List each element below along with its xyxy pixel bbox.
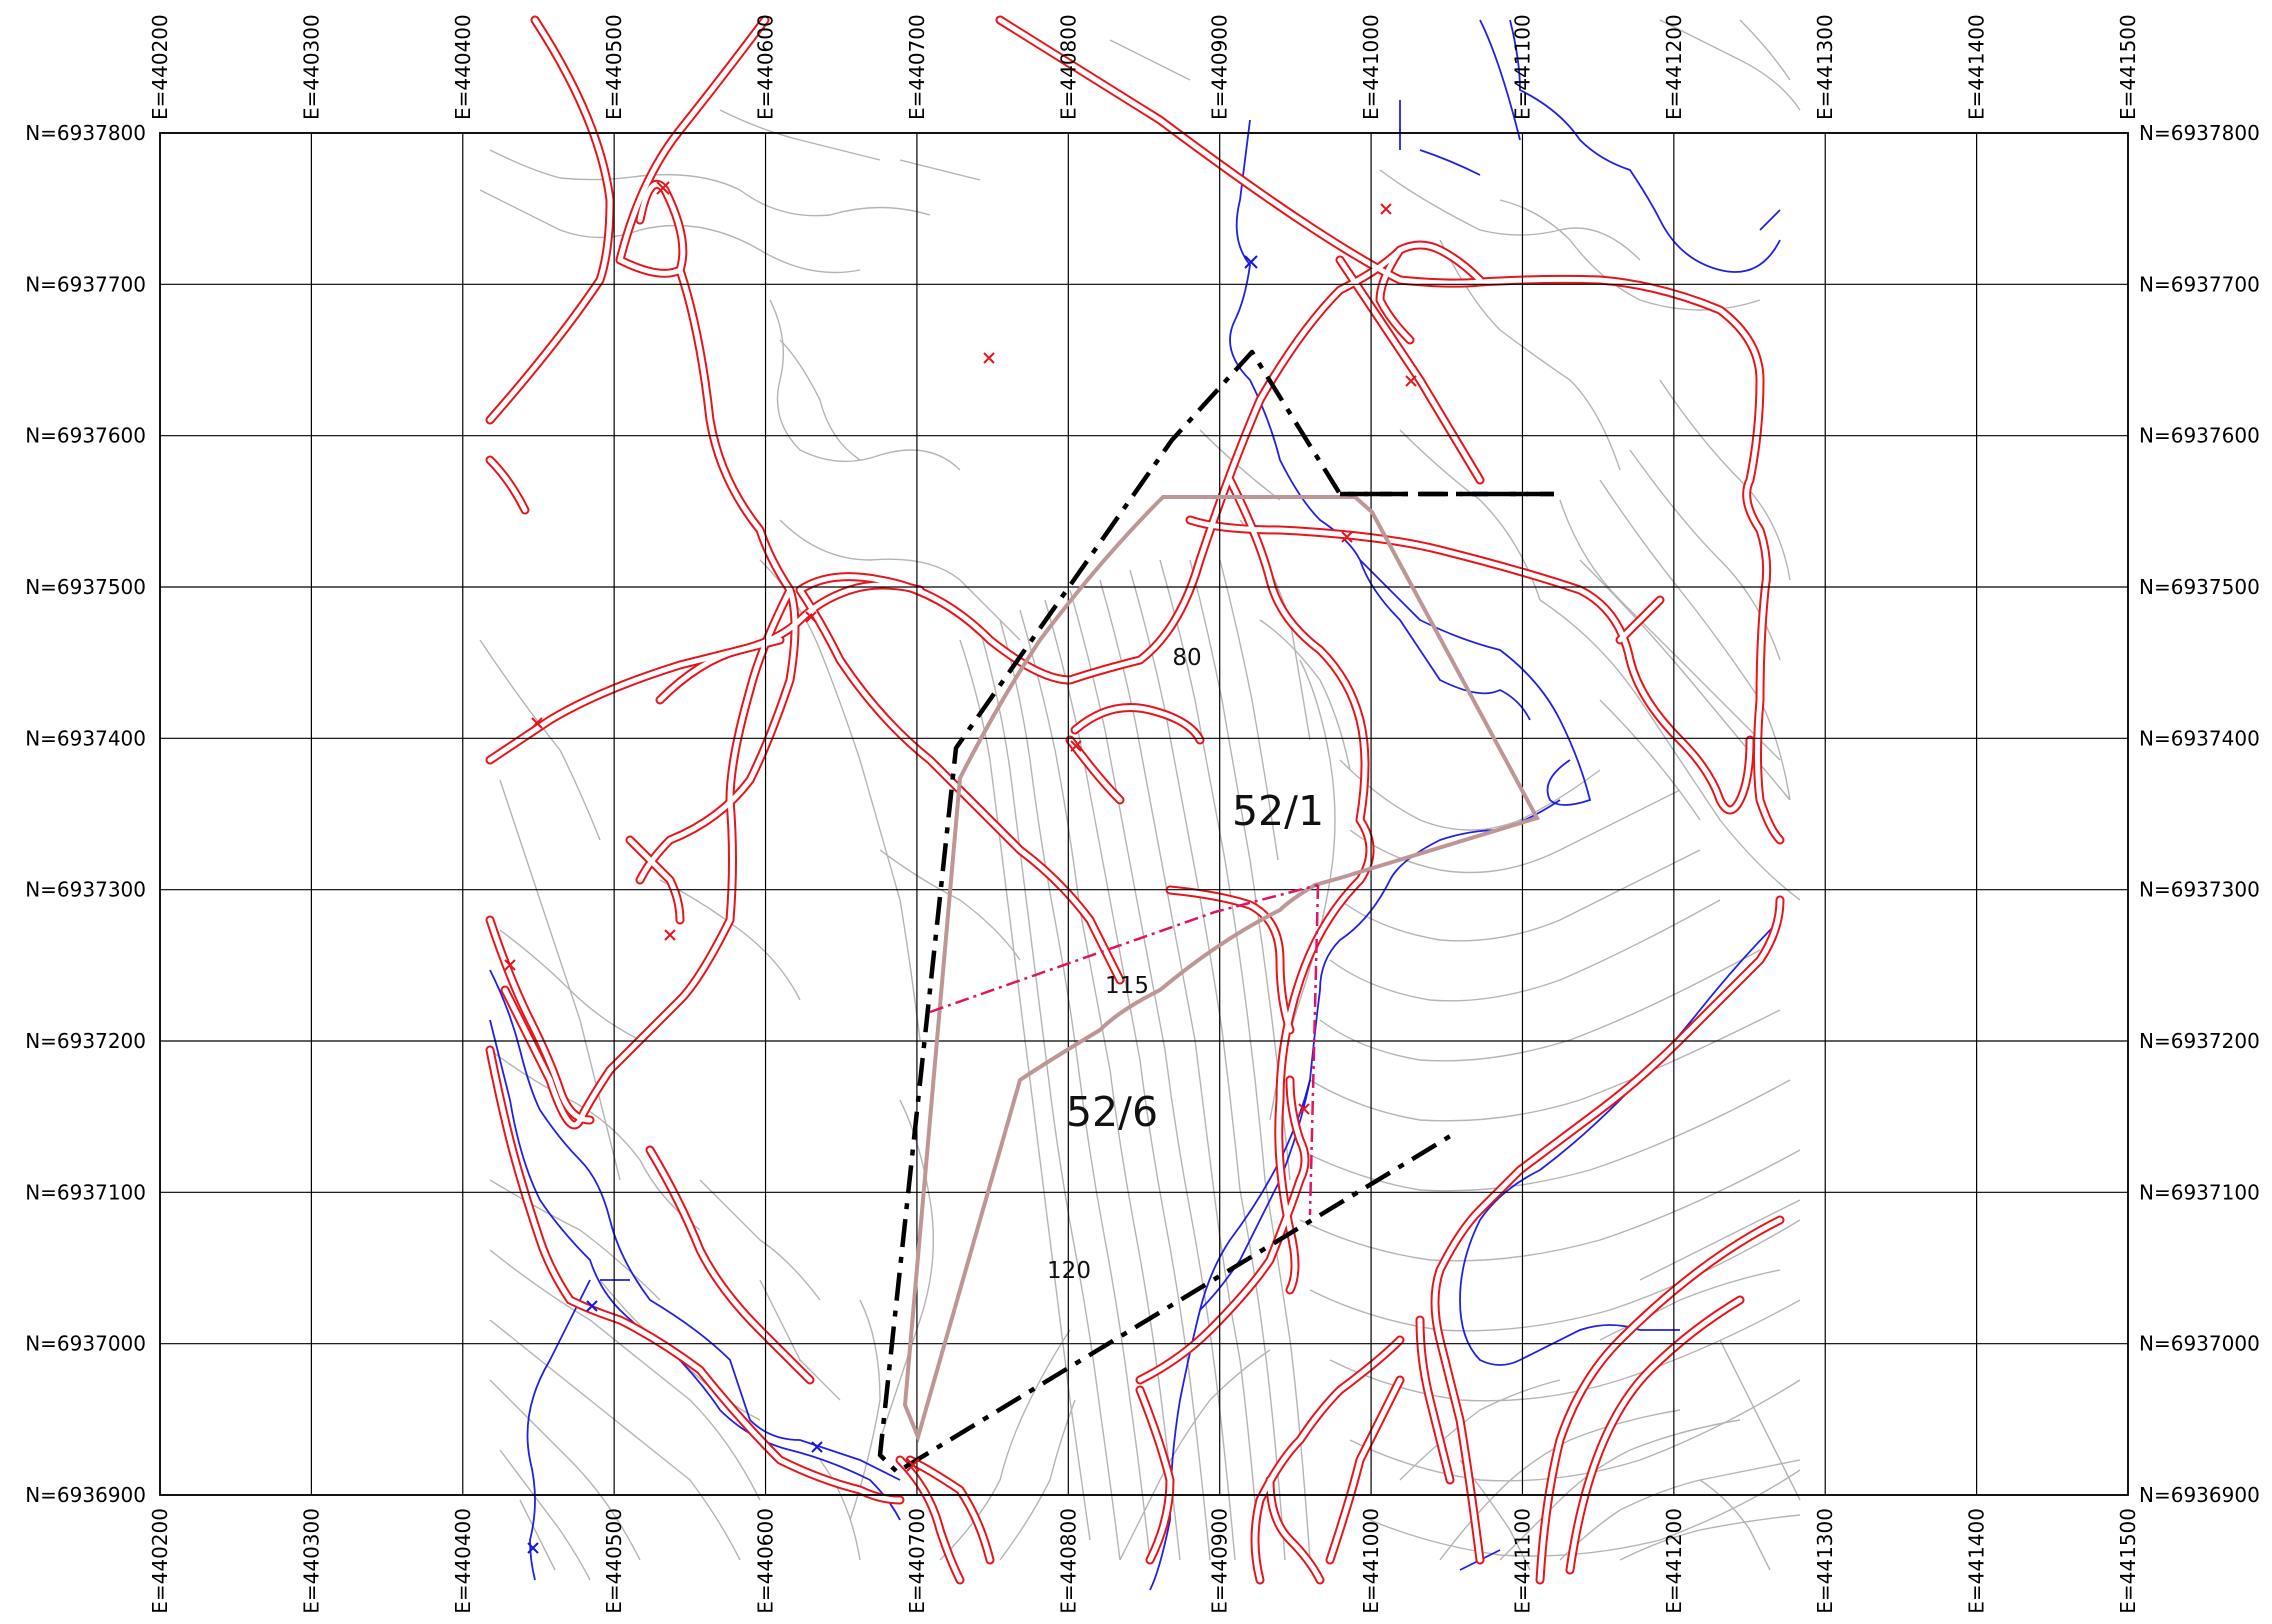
road-marker [1070, 740, 1082, 752]
easting-label-bottom: E=441500 [2116, 1508, 2140, 1614]
easting-label-top: E=441400 [1965, 14, 1989, 120]
road-marker [805, 611, 817, 623]
road-marker [1380, 203, 1392, 215]
parcel-subdivision-lines [929, 883, 1320, 1216]
easting-label-bottom: E=441100 [1510, 1508, 1534, 1614]
parcel-area-120: 120 [1047, 1258, 1091, 1284]
parcel-52-6-outline [902, 495, 1540, 1444]
road [1135, 1385, 1175, 1565]
easting-label-top: E=440200 [148, 14, 172, 120]
northing-label-right: N=6937600 [2139, 424, 2260, 448]
northing-label-left: N=6937500 [25, 575, 146, 599]
easting-label-bottom: E=441000 [1359, 1508, 1383, 1614]
road [645, 1145, 815, 1385]
northing-label-left: N=6937700 [25, 272, 146, 296]
northing-label-right: N=6937000 [2139, 1332, 2260, 1356]
road-inner [487, 17, 1783, 1583]
water-marker [586, 1300, 598, 1312]
northing-label-left: N=6937100 [25, 1180, 146, 1204]
easting-label-top: E=441000 [1359, 14, 1383, 120]
northing-label-right: N=6937800 [2139, 121, 2260, 145]
northing-label-left: N=6937300 [25, 878, 146, 902]
road-marker [983, 352, 995, 364]
road-marker [531, 717, 543, 729]
road-marker [1341, 531, 1353, 543]
easting-label-bottom: E=440400 [451, 1508, 475, 1614]
northing-label-right: N=6937500 [2139, 575, 2260, 599]
water-marker [811, 1441, 823, 1453]
easting-label-bottom: E=440700 [905, 1508, 929, 1614]
road-marker [1298, 1103, 1310, 1115]
easting-label-top: E=440800 [1056, 14, 1080, 120]
northing-label-left: N=6937000 [25, 1332, 146, 1356]
roads [485, 15, 1785, 1585]
road [485, 1045, 905, 1505]
easting-label-top: E=440300 [299, 14, 323, 120]
easting-label-top: E=441200 [1662, 14, 1686, 120]
easting-label-bottom: E=441200 [1662, 1508, 1686, 1614]
easting-label-bottom: E=440300 [299, 1508, 323, 1614]
northing-label-right: N=6937400 [2139, 726, 2260, 750]
coordinate-grid [159, 132, 2129, 1496]
parcel-number-52-1: 52/1 [1232, 787, 1324, 835]
parcel-area-80: 80 [1172, 645, 1201, 671]
northing-label-left: N=6937200 [25, 1029, 146, 1053]
parcel-labels: 80 52/1 115 52/6 120 [1047, 645, 1324, 1284]
road [485, 15, 615, 425]
easting-label-top: E=441300 [1813, 14, 1837, 120]
road [1165, 885, 1295, 1035]
northing-label-left: N=6937600 [25, 424, 146, 448]
road-marker [656, 181, 670, 195]
easting-label-top: E=441100 [1510, 14, 1534, 120]
northing-label-right: N=6937100 [2139, 1180, 2260, 1204]
easting-label-bottom: E=440600 [754, 1508, 778, 1614]
water-marker [1244, 255, 1258, 269]
easting-label-bottom: E=440900 [1208, 1508, 1232, 1614]
road [1565, 1295, 1745, 1575]
northing-label-right: N=6936900 [2139, 1483, 2260, 1507]
northing-label-left: N=6936900 [25, 1483, 146, 1507]
northing-label-left: N=6937400 [25, 726, 146, 750]
road-marker [906, 1458, 920, 1472]
northing-label-right: N=6937300 [2139, 878, 2260, 902]
road [1185, 515, 1755, 815]
easting-label-bottom: E=440200 [148, 1508, 172, 1614]
easting-label-top: E=440500 [602, 14, 626, 120]
easting-label-bottom: E=441300 [1813, 1508, 1837, 1614]
easting-label-top: E=441500 [2116, 14, 2140, 120]
road-marker [664, 929, 676, 941]
road-marker [504, 959, 516, 971]
easting-label-top: E=440600 [754, 14, 778, 120]
parcel-area-115: 115 [1105, 973, 1149, 999]
easting-label-top: E=440400 [451, 14, 475, 120]
road [1435, 895, 1785, 1275]
map-frame [159, 132, 2129, 1496]
easting-label-top: E=440900 [1208, 14, 1232, 120]
water-marker [527, 1542, 539, 1554]
road-marker [1405, 375, 1417, 387]
northing-label-right: N=6937700 [2139, 272, 2260, 296]
coordinate-labels: E=440200 E=440200 E=440300 E=440300 E=440400… [25, 14, 2260, 1614]
northing-label-right: N=6937200 [2139, 1029, 2260, 1053]
road [485, 915, 595, 1125]
parcel-number-52-6: 52/6 [1066, 1088, 1158, 1136]
easting-label-bottom: E=441400 [1965, 1508, 1989, 1614]
easting-label-top: E=440700 [905, 14, 929, 120]
northing-label-left: N=6937800 [25, 121, 146, 145]
easting-label-bottom: E=440800 [1056, 1508, 1080, 1614]
property-boundary [877, 349, 1554, 1475]
easting-label-bottom: E=440500 [602, 1508, 626, 1614]
road [635, 265, 800, 885]
survey-markers [504, 181, 1417, 1554]
contour-lines [479, 19, 1801, 1581]
